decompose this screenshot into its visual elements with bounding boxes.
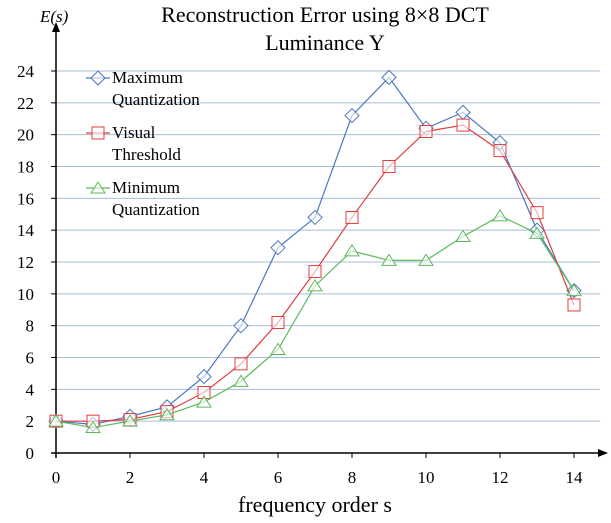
y-tick-label: 6 [26,349,35,368]
x-tick-label: 12 [492,468,509,487]
chart-subtitle: Luminance Y [265,30,385,55]
legend-entry: Visual Threshold [112,123,181,164]
marker [233,317,249,334]
marker [159,407,175,421]
y-tick-label: 10 [17,285,34,304]
marker [492,208,508,222]
marker [308,265,322,279]
x-tick-label: 6 [274,468,283,487]
marker [271,315,285,329]
y-tick-label: 0 [26,444,35,463]
marker [530,206,544,220]
marker [270,239,286,256]
y-tick-label: 20 [17,126,34,145]
y-tick-label: 18 [17,158,34,177]
marker [344,107,360,124]
y-tick-label: 24 [17,62,35,81]
marker [493,144,507,158]
chart-title: Reconstruction Error using 8×8 DCT [161,2,489,27]
legend-marker [91,126,105,140]
legend-label: Visual Threshold [112,123,181,164]
marker [307,278,323,292]
x-axis-label: frequency order s [238,492,392,517]
x-tick-label: 4 [200,468,209,487]
marker [381,253,397,266]
y-tick-label: 8 [26,317,35,336]
marker [234,357,248,371]
marker [270,342,286,356]
marker [345,210,359,224]
x-axis-arrow [598,449,608,457]
y-tick-label: 4 [26,380,35,399]
marker [455,229,471,243]
x-tick-label: 8 [348,468,357,487]
x-tick-label: 0 [52,468,61,487]
y-tick-label: 2 [26,412,35,431]
y-tick-label: 16 [17,189,34,208]
legend-marker [90,70,106,86]
marker [418,253,434,266]
marker [567,298,581,312]
x-tick-label: 10 [418,468,435,487]
marker [344,243,360,257]
marker [566,283,582,297]
marker [85,420,101,434]
marker [529,226,545,239]
marker [382,160,396,173]
y-tick-label: 12 [17,253,34,272]
x-tick-label: 14 [566,468,584,487]
marker [196,368,212,385]
legend-label: Maximum Quantization [112,68,200,109]
y-tick-label: 22 [17,94,34,113]
legend-entry: Minimum Quantization [112,178,200,219]
marker [196,395,212,408]
marker [48,414,64,427]
marker [419,124,433,138]
y-axis-arrow [52,22,60,32]
marker [233,374,249,387]
marker [455,104,471,121]
y-axis-label: E(s) [39,7,69,26]
marker [122,414,138,427]
legend-label: Minimum Quantization [112,178,200,219]
x-tick-label: 2 [126,468,135,487]
legend-entry: Maximum Quantization [112,68,200,109]
series-line [55,215,575,429]
marker [381,69,397,86]
legend-marker [90,181,106,194]
marker [307,209,323,226]
y-tick-label: 14 [17,221,35,240]
marker [456,118,470,132]
